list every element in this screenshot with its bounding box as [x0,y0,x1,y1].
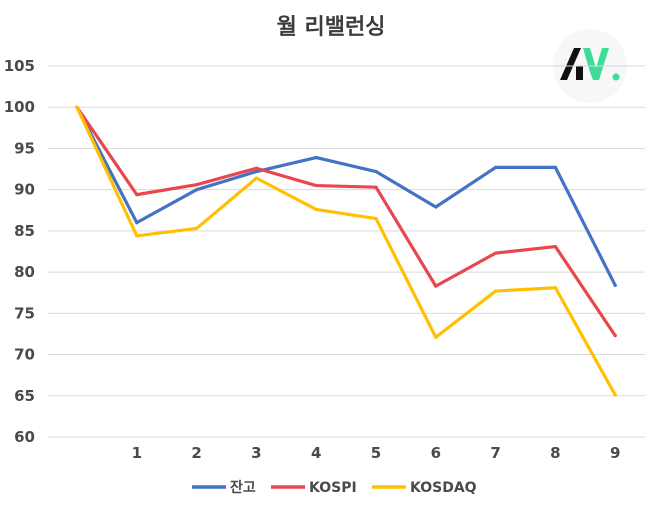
data-point [553,244,558,249]
data-point [434,284,438,288]
data-point [494,251,498,255]
series-line-1 [75,105,617,287]
x-tick-label: 7 [490,444,500,462]
legend: 잔고 KOSPI KOSDAQ [192,479,477,496]
x-tick-label: 6 [431,444,441,462]
data-point [195,226,199,231]
series-lines [75,105,617,397]
y-tick-label: 70 [14,346,35,364]
y-tick-label: 85 [14,222,35,240]
data-point [613,333,617,338]
data-point [135,193,139,197]
data-point [75,105,79,109]
data-point [314,207,318,212]
data-point [195,188,199,192]
y-tick-label: 75 [14,304,35,322]
chart-title: 월 리밸런싱 [277,15,386,40]
y-tick-label: 60 [14,428,35,446]
data-point [494,165,498,170]
data-point [613,283,617,287]
legend-label: KOSDAQ [410,480,477,496]
legend-label: KOSPI [309,480,357,496]
data-point [553,165,558,170]
x-tick-label: 5 [371,444,381,462]
series-line-2 [75,105,617,338]
data-point [434,205,438,209]
legend-label: 잔고 [230,479,256,496]
data-point [494,289,498,293]
x-axis-ticks: 1 2 3 4 5 6 7 8 9 [132,444,621,462]
data-point [613,393,617,397]
y-tick-label: 65 [14,387,35,405]
gridlines [48,65,645,438]
x-tick-label: 4 [311,444,321,462]
x-tick-label: 3 [251,444,261,462]
data-point [314,155,318,160]
data-point [195,183,199,187]
x-tick-label: 9 [610,444,620,462]
data-point [314,183,318,188]
data-point [374,169,378,174]
series-line-3 [75,105,617,397]
x-tick-label: 8 [550,444,560,462]
data-point [254,176,258,180]
data-point [135,221,139,225]
y-tick-label: 90 [14,181,35,199]
y-axis-ticks: 60 65 70 75 80 85 90 95 100 105 [4,57,35,446]
data-point [374,185,378,189]
data-point [135,234,139,238]
y-tick-label: 95 [14,139,35,157]
data-point [553,286,558,290]
data-point [434,335,438,339]
data-point [254,166,258,170]
data-point [254,169,258,174]
x-tick-label: 1 [132,444,142,462]
y-tick-label: 105 [4,57,35,75]
x-tick-label: 2 [191,444,201,462]
y-tick-label: 80 [14,263,35,281]
data-point [374,216,378,221]
y-tick-label: 100 [4,98,35,116]
